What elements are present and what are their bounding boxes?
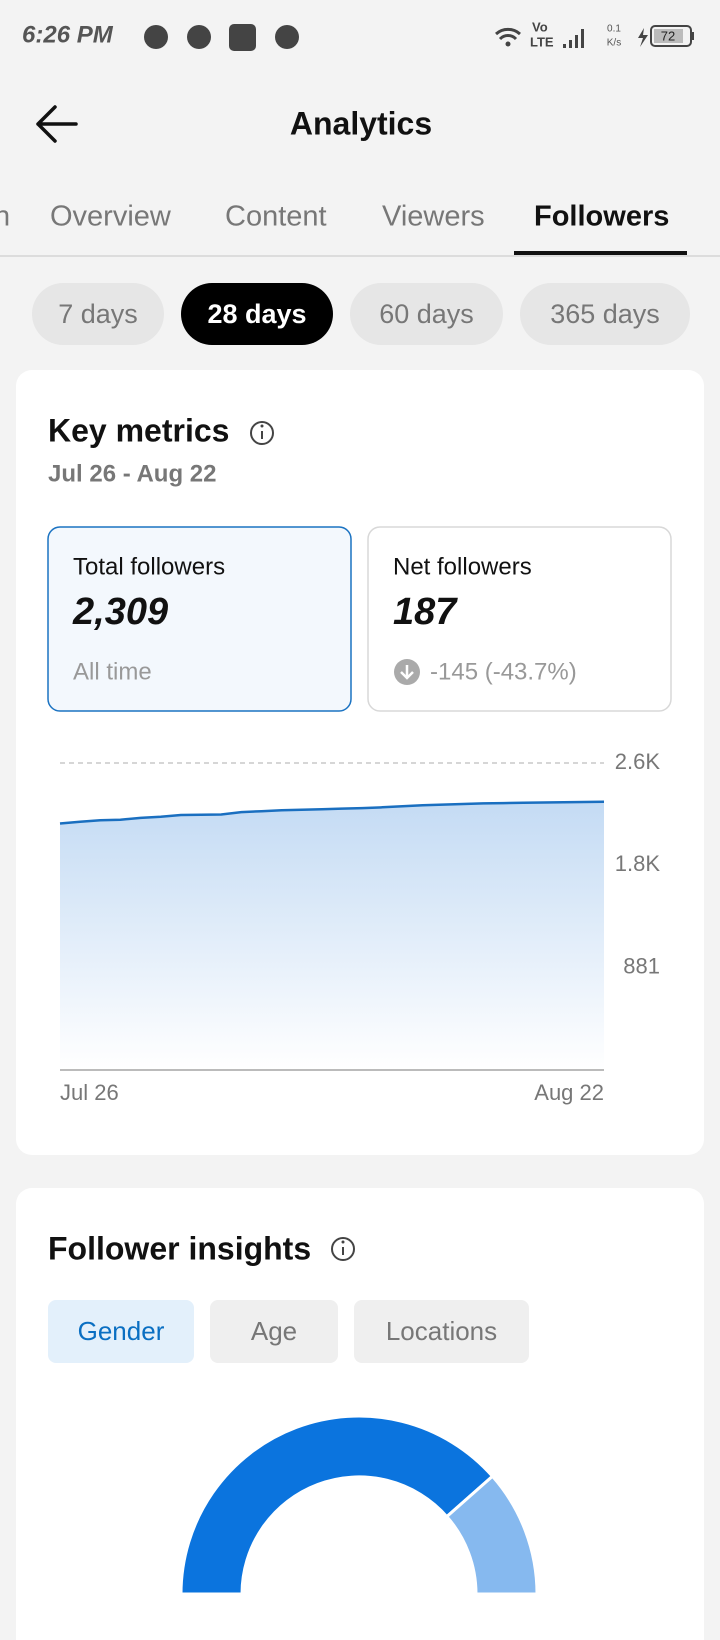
followers-chart: 881 1.8K 2.6K Jul 26 Aug 22 [59,749,661,1105]
info-icon[interactable] [341,1240,345,1244]
insight-tab-label[interactable]: Locations [386,1316,497,1346]
y-tick-label: 2.6K [615,749,661,774]
speed-label: 0.1 [607,24,621,35]
metric-card[interactable] [47,526,352,712]
metric-value: 187 [393,591,458,633]
messenger-icon [275,25,299,49]
insight-tab[interactable] [48,1300,194,1363]
battery-label: 72 [661,28,675,43]
period-label[interactable]: 7 days [58,299,138,329]
signal-icon [563,29,584,48]
back-button[interactable] [36,105,78,143]
wifi-icon [495,27,521,41]
period-pill[interactable] [181,283,333,345]
metric-note: -145 (-43.7%) [430,658,577,685]
info-icon[interactable] [331,1237,355,1261]
messenger-icon [187,25,211,49]
metric-cards: Total followers 2,309 All time Net follower… [47,526,672,712]
tab[interactable]: Overview [50,201,172,233]
speed-label: K/s [607,38,621,49]
period-pill[interactable] [32,283,164,345]
line [59,800,605,825]
period-label[interactable]: 28 days [207,299,306,329]
page-title: Analytics [290,105,432,141]
metric-card[interactable] [367,526,672,712]
trend-down-icon [400,665,414,680]
period-pill[interactable] [350,283,503,345]
metric-note: All time [73,658,152,685]
period-label[interactable]: 365 days [550,299,660,329]
metric-value: 2,309 [72,591,168,633]
battery-tip [691,32,694,40]
charging-icon [638,28,648,47]
metric-label: Total followers [73,553,225,580]
wifi-icon [505,41,511,47]
network-label: Vo [532,19,548,34]
insight-tab-label[interactable]: Gender [78,1316,165,1346]
app-icon [229,24,256,51]
period-label[interactable]: 60 days [379,299,474,329]
insight-tab[interactable] [210,1300,338,1363]
section-title: Key metrics [48,412,229,448]
area [60,801,604,1070]
info-icon[interactable] [331,1237,355,1261]
insight-tab-label[interactable]: Age [251,1316,297,1346]
period-pill[interactable] [520,283,690,345]
insight-tab[interactable] [354,1300,529,1363]
tab[interactable]: Content [225,201,327,233]
tab[interactable]: Viewers [382,201,485,233]
info-icon[interactable] [250,421,274,445]
pie-segment [444,1474,539,1596]
y-tick-label: 881 [623,953,660,978]
tab-bar: n Overview Content Viewers Followers [0,201,687,255]
gender-chart [179,1414,539,1596]
x-tick-label: Jul 26 [60,1080,119,1105]
messenger-icon [144,25,168,49]
tab[interactable]: n [0,201,10,233]
tab[interactable]: Followers [534,201,669,233]
period-filter: 7 days 28 days 60 days 365 days [32,283,690,345]
y-tick-label: 1.8K [615,851,661,876]
x-tick-label: Aug 22 [534,1080,604,1105]
battery-level [654,29,683,43]
insight-tabs: Gender Age Locations [48,1300,529,1363]
status-bar: 6:26 PM Vo LTE 0.1 K/s 72 [22,19,694,51]
metric-label: Net followers [393,553,532,580]
network-label: LTE [530,34,554,49]
status-time: 6:26 PM [22,21,114,48]
section-title: Follower insights [48,1230,311,1266]
tab-indicator [514,251,687,255]
pie-segment [179,1414,495,1596]
date-range: Jul 26 - Aug 22 [48,460,217,487]
